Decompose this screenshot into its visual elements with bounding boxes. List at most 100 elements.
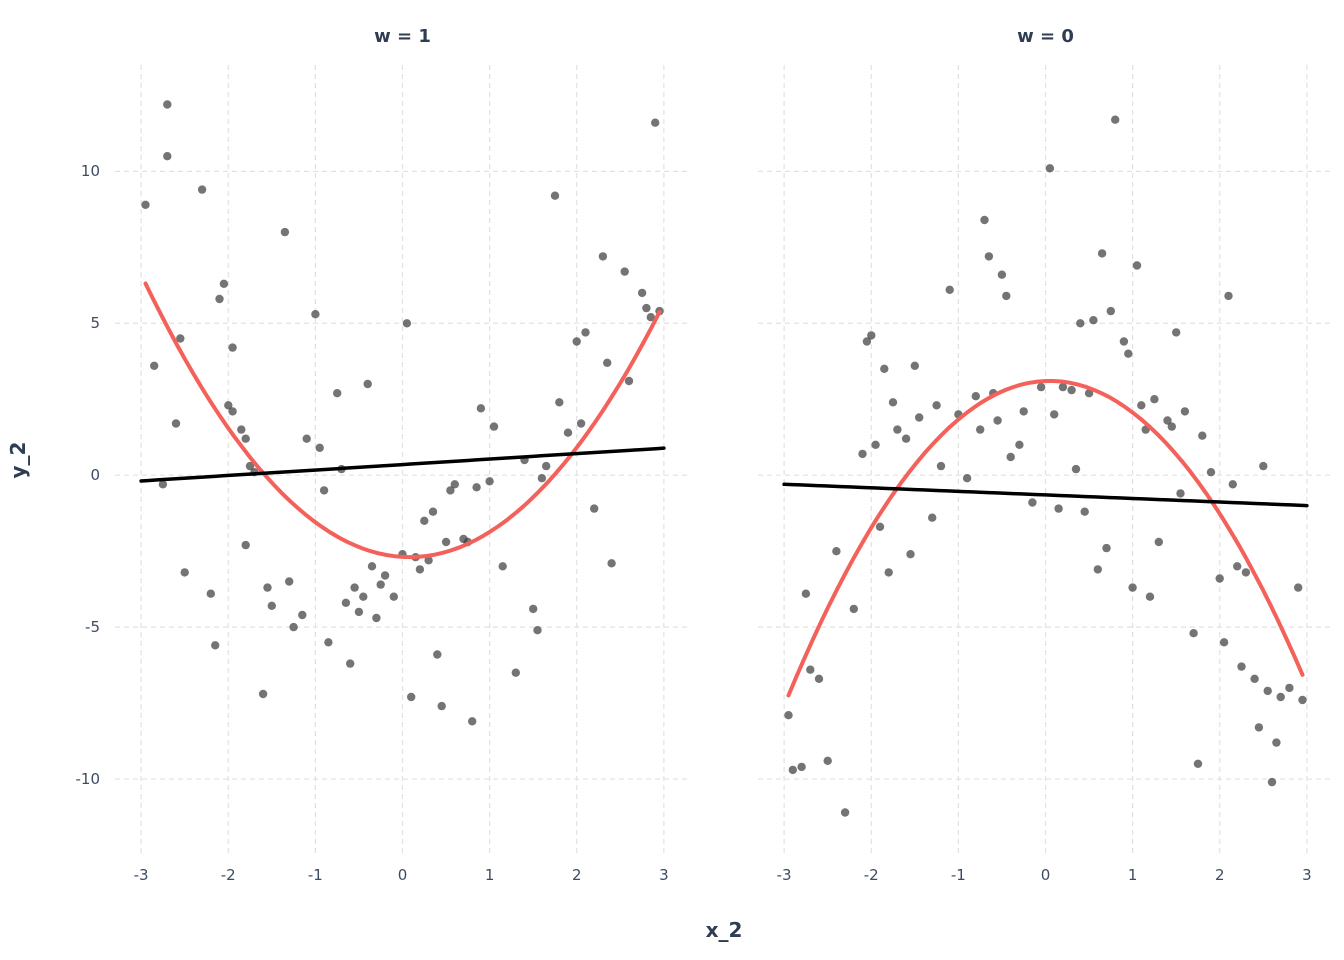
scatter-point xyxy=(563,428,573,437)
scatter-point xyxy=(363,379,372,389)
quadratic-fit xyxy=(786,379,1305,698)
scatter-point xyxy=(1172,328,1181,337)
x-axis-label: x_2 xyxy=(705,918,743,942)
scatter-point xyxy=(380,571,390,580)
scatter-point xyxy=(1076,319,1085,328)
scatter-point xyxy=(936,461,946,471)
scatter-point xyxy=(862,337,872,346)
scatter-point xyxy=(407,692,416,702)
scatter-point xyxy=(280,227,290,237)
scatter-point xyxy=(550,191,560,200)
scatter-point xyxy=(176,334,185,343)
scatter-point xyxy=(581,328,590,337)
scatter-point xyxy=(1097,249,1107,258)
scatter-point xyxy=(1054,504,1063,513)
scatter-point xyxy=(1019,407,1028,416)
scatter-point xyxy=(428,507,438,516)
scatter-point xyxy=(1176,489,1185,498)
scatter-point xyxy=(171,419,181,428)
scatter-point xyxy=(420,516,429,525)
scatter-point xyxy=(1198,431,1207,440)
scatter-point xyxy=(1015,440,1024,449)
scatter-point xyxy=(1106,306,1115,316)
scatter-point xyxy=(367,562,377,571)
scatter-point xyxy=(267,601,276,610)
scatter-point xyxy=(206,589,215,598)
scatter-point xyxy=(1294,583,1303,592)
scatter-point xyxy=(215,294,224,304)
linear-fit xyxy=(139,446,666,483)
x-tick-label: 1 xyxy=(484,866,495,884)
x-tick-label: -1 xyxy=(950,866,966,884)
scatter-point xyxy=(1241,568,1251,577)
scatter-point xyxy=(906,550,915,559)
scatter-point xyxy=(228,407,237,416)
scatter-point xyxy=(1002,291,1011,301)
scatter-point xyxy=(801,589,811,598)
scatter-point xyxy=(163,152,172,161)
scatter-point xyxy=(211,641,220,650)
scatter-point xyxy=(849,604,858,614)
scatter-point xyxy=(529,604,538,614)
scatter-point xyxy=(346,659,355,668)
scatter-point xyxy=(228,343,237,352)
scatter-point xyxy=(1124,349,1133,358)
x-tick-label: -1 xyxy=(307,866,323,884)
scatter-point xyxy=(603,358,612,367)
scatter-point xyxy=(576,419,586,428)
scatter-point xyxy=(888,398,898,407)
scatter-point xyxy=(984,252,994,261)
scatter-point xyxy=(354,607,364,617)
scatter-point xyxy=(620,267,629,276)
scatter-point xyxy=(289,622,298,632)
scatter-point xyxy=(1206,468,1216,477)
scatter-point xyxy=(315,443,324,452)
scatter-point xyxy=(245,461,255,471)
x-tick-label: 1 xyxy=(1127,866,1138,884)
scatter-point xyxy=(372,613,381,623)
scatter-point xyxy=(1111,115,1120,124)
scatter-point xyxy=(1028,498,1037,507)
x-tick-label: 0 xyxy=(1040,866,1051,884)
scatter-point xyxy=(1189,629,1198,638)
x-tick-label: 0 xyxy=(397,866,408,884)
scatter-point xyxy=(976,425,985,434)
scatter-point xyxy=(871,440,880,449)
panel-canvas-1 xyxy=(758,65,1333,855)
scatter-point xyxy=(997,270,1007,279)
x-tick-label: 3 xyxy=(1302,866,1312,884)
y-tick-label: -10 xyxy=(75,770,101,789)
scatter-point xyxy=(1228,480,1237,489)
scatter-point xyxy=(224,401,233,410)
scatter-point xyxy=(180,568,189,577)
scatter-point xyxy=(651,118,660,127)
scatter-point xyxy=(980,215,989,225)
scatter-point xyxy=(1237,662,1246,671)
scatter-point xyxy=(498,562,507,571)
scatter-point xyxy=(433,650,442,659)
scatter-point xyxy=(932,401,941,410)
scatter-point xyxy=(590,504,599,513)
scatter-point xyxy=(141,200,150,209)
scatter-point xyxy=(311,310,320,319)
scatter-point xyxy=(1145,592,1155,601)
scatter-point xyxy=(928,513,937,522)
scatter-point xyxy=(945,285,954,294)
scatter-point xyxy=(1071,464,1081,474)
scatter-point xyxy=(476,404,486,413)
scatter-point xyxy=(1250,674,1259,683)
scatter-point xyxy=(341,598,351,607)
scatter-point xyxy=(901,434,911,443)
scatter-point xyxy=(1298,695,1307,705)
scatter-point xyxy=(1254,723,1264,732)
scatter-point xyxy=(1233,562,1242,571)
scatter-point xyxy=(1119,337,1129,346)
scatter-point xyxy=(884,568,893,577)
scatter-point xyxy=(1084,389,1094,398)
y-tick-label: 0 xyxy=(90,466,100,485)
scatter-point xyxy=(1224,291,1233,301)
scatter-point xyxy=(158,480,168,489)
scatter-point xyxy=(1180,407,1190,416)
scatter-point xyxy=(298,610,307,620)
scatter-point xyxy=(437,701,446,711)
